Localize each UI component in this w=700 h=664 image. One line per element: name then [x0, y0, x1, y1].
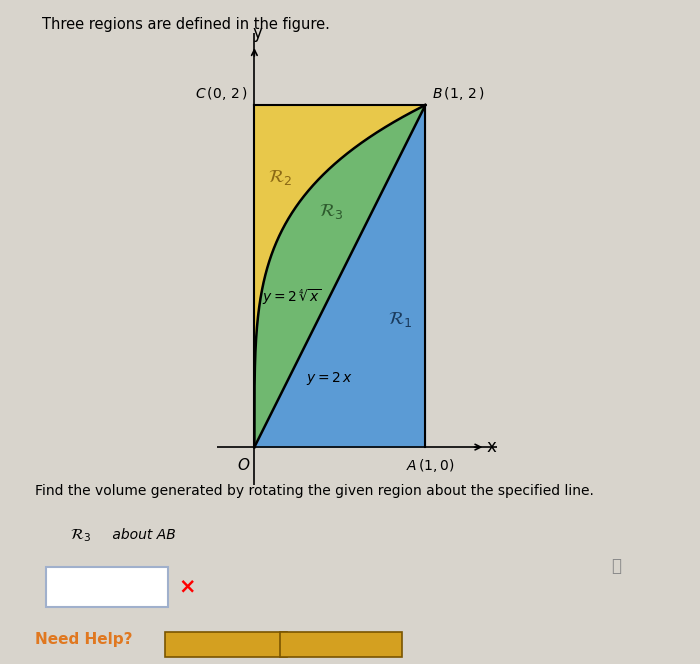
Polygon shape — [254, 105, 426, 447]
Polygon shape — [254, 105, 426, 447]
FancyBboxPatch shape — [46, 568, 168, 607]
Text: Three regions are defined in the figure.: Three regions are defined in the figure. — [42, 17, 330, 32]
Text: y: y — [253, 24, 262, 42]
Text: $y = 2\,\sqrt[4]{x}$: $y = 2\,\sqrt[4]{x}$ — [262, 287, 321, 307]
Text: Find the volume generated by rotating the given region about the specified line.: Find the volume generated by rotating th… — [35, 484, 594, 498]
Text: $\mathcal{R}_2$: $\mathcal{R}_2$ — [268, 168, 293, 187]
Text: Need Help?: Need Help? — [35, 632, 132, 647]
FancyBboxPatch shape — [164, 632, 287, 657]
FancyBboxPatch shape — [280, 632, 402, 657]
Text: Watch It: Watch It — [314, 638, 368, 651]
Text: $\mathcal{R}_3$: $\mathcal{R}_3$ — [319, 203, 344, 221]
Text: $y = 2\,x$: $y = 2\,x$ — [306, 371, 353, 387]
Text: ⓘ: ⓘ — [611, 556, 621, 574]
Text: $O$: $O$ — [237, 457, 251, 473]
Polygon shape — [254, 105, 426, 447]
Text: Read It: Read It — [202, 638, 248, 651]
Text: $B\,(1,\,2\,)$: $B\,(1,\,2\,)$ — [433, 84, 485, 102]
Text: about AB: about AB — [108, 528, 176, 542]
Text: $C\,(0,\,2\,)$: $C\,(0,\,2\,)$ — [195, 84, 248, 102]
Text: $\mathcal{R}_1$: $\mathcal{R}_1$ — [388, 310, 412, 329]
Text: $A\,(1,0)$: $A\,(1,0)$ — [406, 457, 455, 474]
Text: $\mathcal{R}_3$: $\mathcal{R}_3$ — [70, 528, 91, 544]
Text: x: x — [487, 438, 497, 456]
Text: ×: × — [178, 576, 196, 596]
